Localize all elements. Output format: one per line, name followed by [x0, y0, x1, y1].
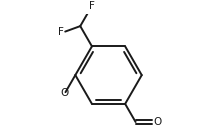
Text: F: F	[58, 27, 64, 37]
Text: O: O	[61, 88, 69, 98]
Text: O: O	[153, 117, 161, 127]
Text: F: F	[89, 1, 95, 11]
